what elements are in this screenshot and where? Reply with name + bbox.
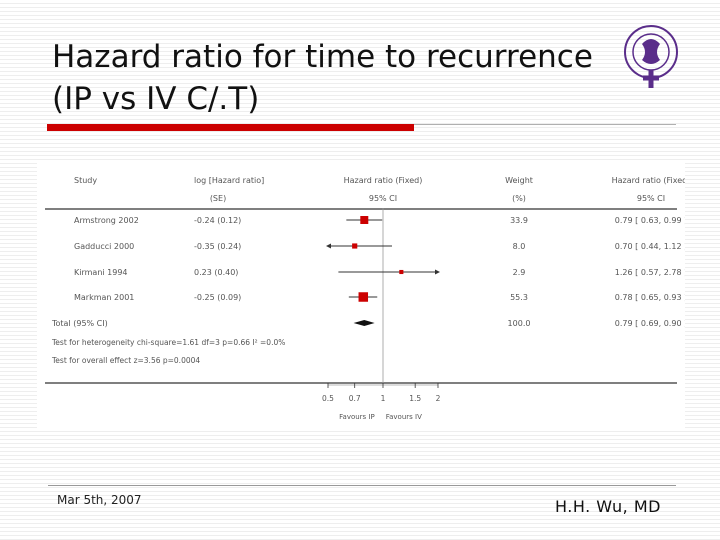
total-label: Total (95% CI): [51, 319, 108, 328]
study-point-square: [399, 269, 404, 275]
header-plot-sub: 95% CI: [369, 194, 397, 203]
study-label: Armstrong 2002: [74, 216, 139, 225]
study-label: Kirmani 1994: [74, 268, 128, 277]
loghr-value: 0.23 (0.40): [194, 268, 238, 277]
hr-ci-value: 0.78 [ 0.65, 0.93 ]: [615, 293, 685, 302]
study-label: Gadducci 2000: [74, 242, 134, 251]
title-line-2: (IP vs IV C/.T): [52, 81, 260, 117]
hr-ci-value: 0.70 [ 0.44, 1.12 ]: [615, 242, 685, 251]
header-loghr: log [Hazard ratio]: [194, 176, 264, 185]
forest-plot: Study log [Hazard ratio] (SE) Hazard ratio …: [45, 176, 685, 421]
x-tick-label: 1: [381, 394, 386, 403]
title-line-1: Hazard ratio for time to recurrence: [52, 39, 593, 75]
header-weight: Weight: [505, 176, 533, 185]
study-point-square: [358, 292, 369, 302]
total-hr-ci-value: 0.79 [ 0.69, 0.90 ]: [615, 319, 685, 328]
header-hr: Hazard ratio (Fixed): [612, 176, 685, 185]
hr-ci-value: 1.26 [ 0.57, 2.78 ]: [615, 268, 685, 277]
footer-author: H.H. Wu, MD: [555, 497, 661, 516]
overall-effect-test: Test for overall effect z=3.56 p=0.0004: [51, 356, 200, 365]
favours-left-label: Favours IP: [339, 413, 375, 421]
weight-value: 2.9: [513, 268, 526, 277]
weight-value: 55.3: [510, 293, 528, 302]
study-point-square: [352, 243, 358, 249]
footer-rule: [48, 485, 676, 486]
favours-right-label: Favours IV: [386, 413, 422, 421]
x-tick-label: 0.5: [322, 394, 334, 403]
x-tick-label: 1.5: [409, 394, 421, 403]
header-weight-sub: (%): [512, 194, 526, 203]
x-tick-label: 0.7: [349, 394, 361, 403]
footer-date: Mar 5th, 2007: [57, 493, 142, 507]
forest-plot-panel: Study log [Hazard ratio] (SE) Hazard ratio …: [37, 163, 685, 430]
slide-title: Hazard ratio for time to recurrence (IP …: [52, 36, 652, 120]
header-study: Study: [74, 176, 97, 185]
ci-left-arrow: [326, 243, 331, 249]
study-point-square: [360, 216, 369, 224]
weight-value: 8.0: [513, 242, 526, 251]
title-accent-rule: [47, 124, 414, 131]
loghr-value: -0.25 (0.09): [194, 293, 241, 302]
title-divider-rule: [414, 124, 676, 125]
x-tick-label: 2: [436, 394, 441, 403]
weight-value: 33.9: [510, 216, 528, 225]
ci-right-arrow: [435, 269, 440, 275]
header-hr-sub: 95% CI: [637, 194, 665, 203]
hr-ci-value: 0.79 [ 0.63, 0.99 ]: [615, 216, 685, 225]
header-loghr-sub: (SE): [210, 194, 226, 203]
study-label: Markman 2001: [74, 293, 134, 302]
loghr-value: -0.24 (0.12): [194, 216, 241, 225]
heterogeneity-test: Test for heterogeneity chi-square=1.61 d…: [51, 338, 285, 347]
total-diamond: [353, 320, 375, 326]
header-plot: Hazard ratio (Fixed): [344, 176, 423, 185]
loghr-value: -0.35 (0.24): [194, 242, 241, 251]
total-weight-value: 100.0: [508, 319, 531, 328]
organization-logo-icon: [618, 22, 684, 92]
